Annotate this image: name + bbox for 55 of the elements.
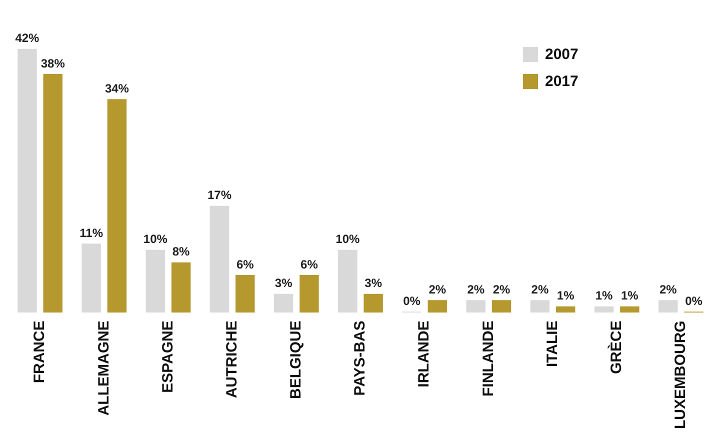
bar [82, 244, 101, 313]
bar [274, 294, 294, 313]
data-label: 38% [40, 56, 66, 70]
bar [146, 250, 166, 313]
bar [338, 250, 358, 313]
x-tick-label: IRLANDE [416, 320, 433, 388]
data-label: 3% [364, 276, 382, 290]
bar [658, 300, 678, 313]
bar [556, 306, 576, 313]
x-tick-label: FRANCE [31, 320, 48, 384]
data-label: 8% [172, 244, 190, 259]
x-tick-label: FINLANDE [480, 320, 497, 396]
data-label: 11% [80, 226, 104, 240]
bar [530, 300, 550, 313]
bar [300, 274, 319, 313]
bar [364, 294, 383, 313]
bar [594, 306, 614, 313]
x-tick-label: LUXEMBOURG [672, 320, 690, 430]
data-label: 42% [15, 31, 40, 46]
data-label: 1% [595, 288, 614, 303]
bar [492, 300, 512, 313]
data-label: 2% [467, 282, 485, 296]
bar [620, 306, 640, 313]
data-label: 2% [492, 282, 510, 296]
data-label: 2% [659, 282, 678, 296]
data-label: 6% [300, 257, 318, 272]
data-label: 2% [531, 282, 549, 296]
data-label: 3% [274, 276, 293, 290]
bar [210, 206, 230, 313]
bar [43, 74, 62, 313]
x-tick-label: ITALIE [544, 320, 561, 368]
x-tick-label: ALLEMAGNE [95, 320, 112, 416]
x-tick-label: AUTRICHE [223, 320, 240, 398]
bar [171, 262, 191, 313]
legend-label: 2007 [545, 46, 578, 64]
legend-label: 2017 [545, 73, 578, 90]
bar [428, 300, 448, 313]
data-label: 1% [556, 288, 575, 303]
data-label: 0% [685, 294, 703, 308]
data-label: 0% [403, 294, 421, 308]
bar [466, 300, 486, 313]
bar [107, 99, 127, 313]
data-label: 6% [236, 257, 254, 272]
x-tick-label: BELGIQUE [288, 320, 305, 400]
bar [18, 48, 37, 313]
data-label: 10% [336, 232, 360, 246]
data-label: 1% [621, 288, 639, 303]
x-tick-label: PAYS-BAS [352, 320, 369, 396]
x-tick-label: GRÈCE [607, 320, 626, 374]
bar [236, 274, 255, 313]
data-label: 17% [207, 188, 232, 202]
data-label: 10% [143, 232, 168, 246]
data-label: 34% [104, 81, 130, 96]
data-label: 2% [428, 282, 446, 296]
x-tick-label: ESPAGNE [159, 320, 176, 393]
